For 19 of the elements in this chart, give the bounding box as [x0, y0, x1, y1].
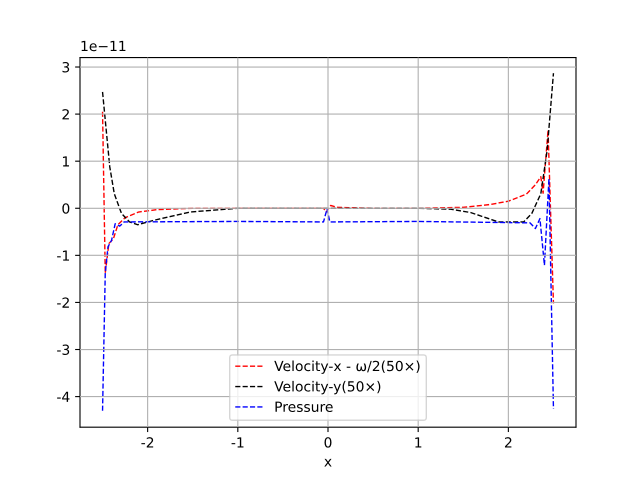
- legend-label: Velocity-y(50×): [274, 380, 380, 394]
- legend-label: Pressure: [276, 402, 333, 412]
- y-tick-label: -2: [57, 297, 69, 308]
- y-tick-label: 0: [62, 203, 70, 214]
- y-tick-label: -3: [57, 344, 70, 355]
- x-tick-label: 0: [324, 437, 332, 448]
- text: 1e−11: [82, 40, 126, 52]
- x-tick-label: -1: [232, 437, 244, 448]
- y-tick-label: 3: [62, 62, 70, 72]
- x-tick-label: 2: [504, 437, 512, 448]
- x-tick-label: 1: [415, 437, 422, 448]
- y-tick-label: 2: [62, 109, 69, 120]
- legend-label: Velocity-x - ω/2(50×): [274, 360, 420, 374]
- line-series: [102, 178, 554, 412]
- y-tick-label: -4: [57, 392, 70, 402]
- y-tick-label: 1: [62, 156, 69, 166]
- x-axis-title: x: [324, 458, 332, 466]
- x-tick-label: -2: [141, 437, 154, 448]
- y-tick-label: -1: [57, 250, 69, 261]
